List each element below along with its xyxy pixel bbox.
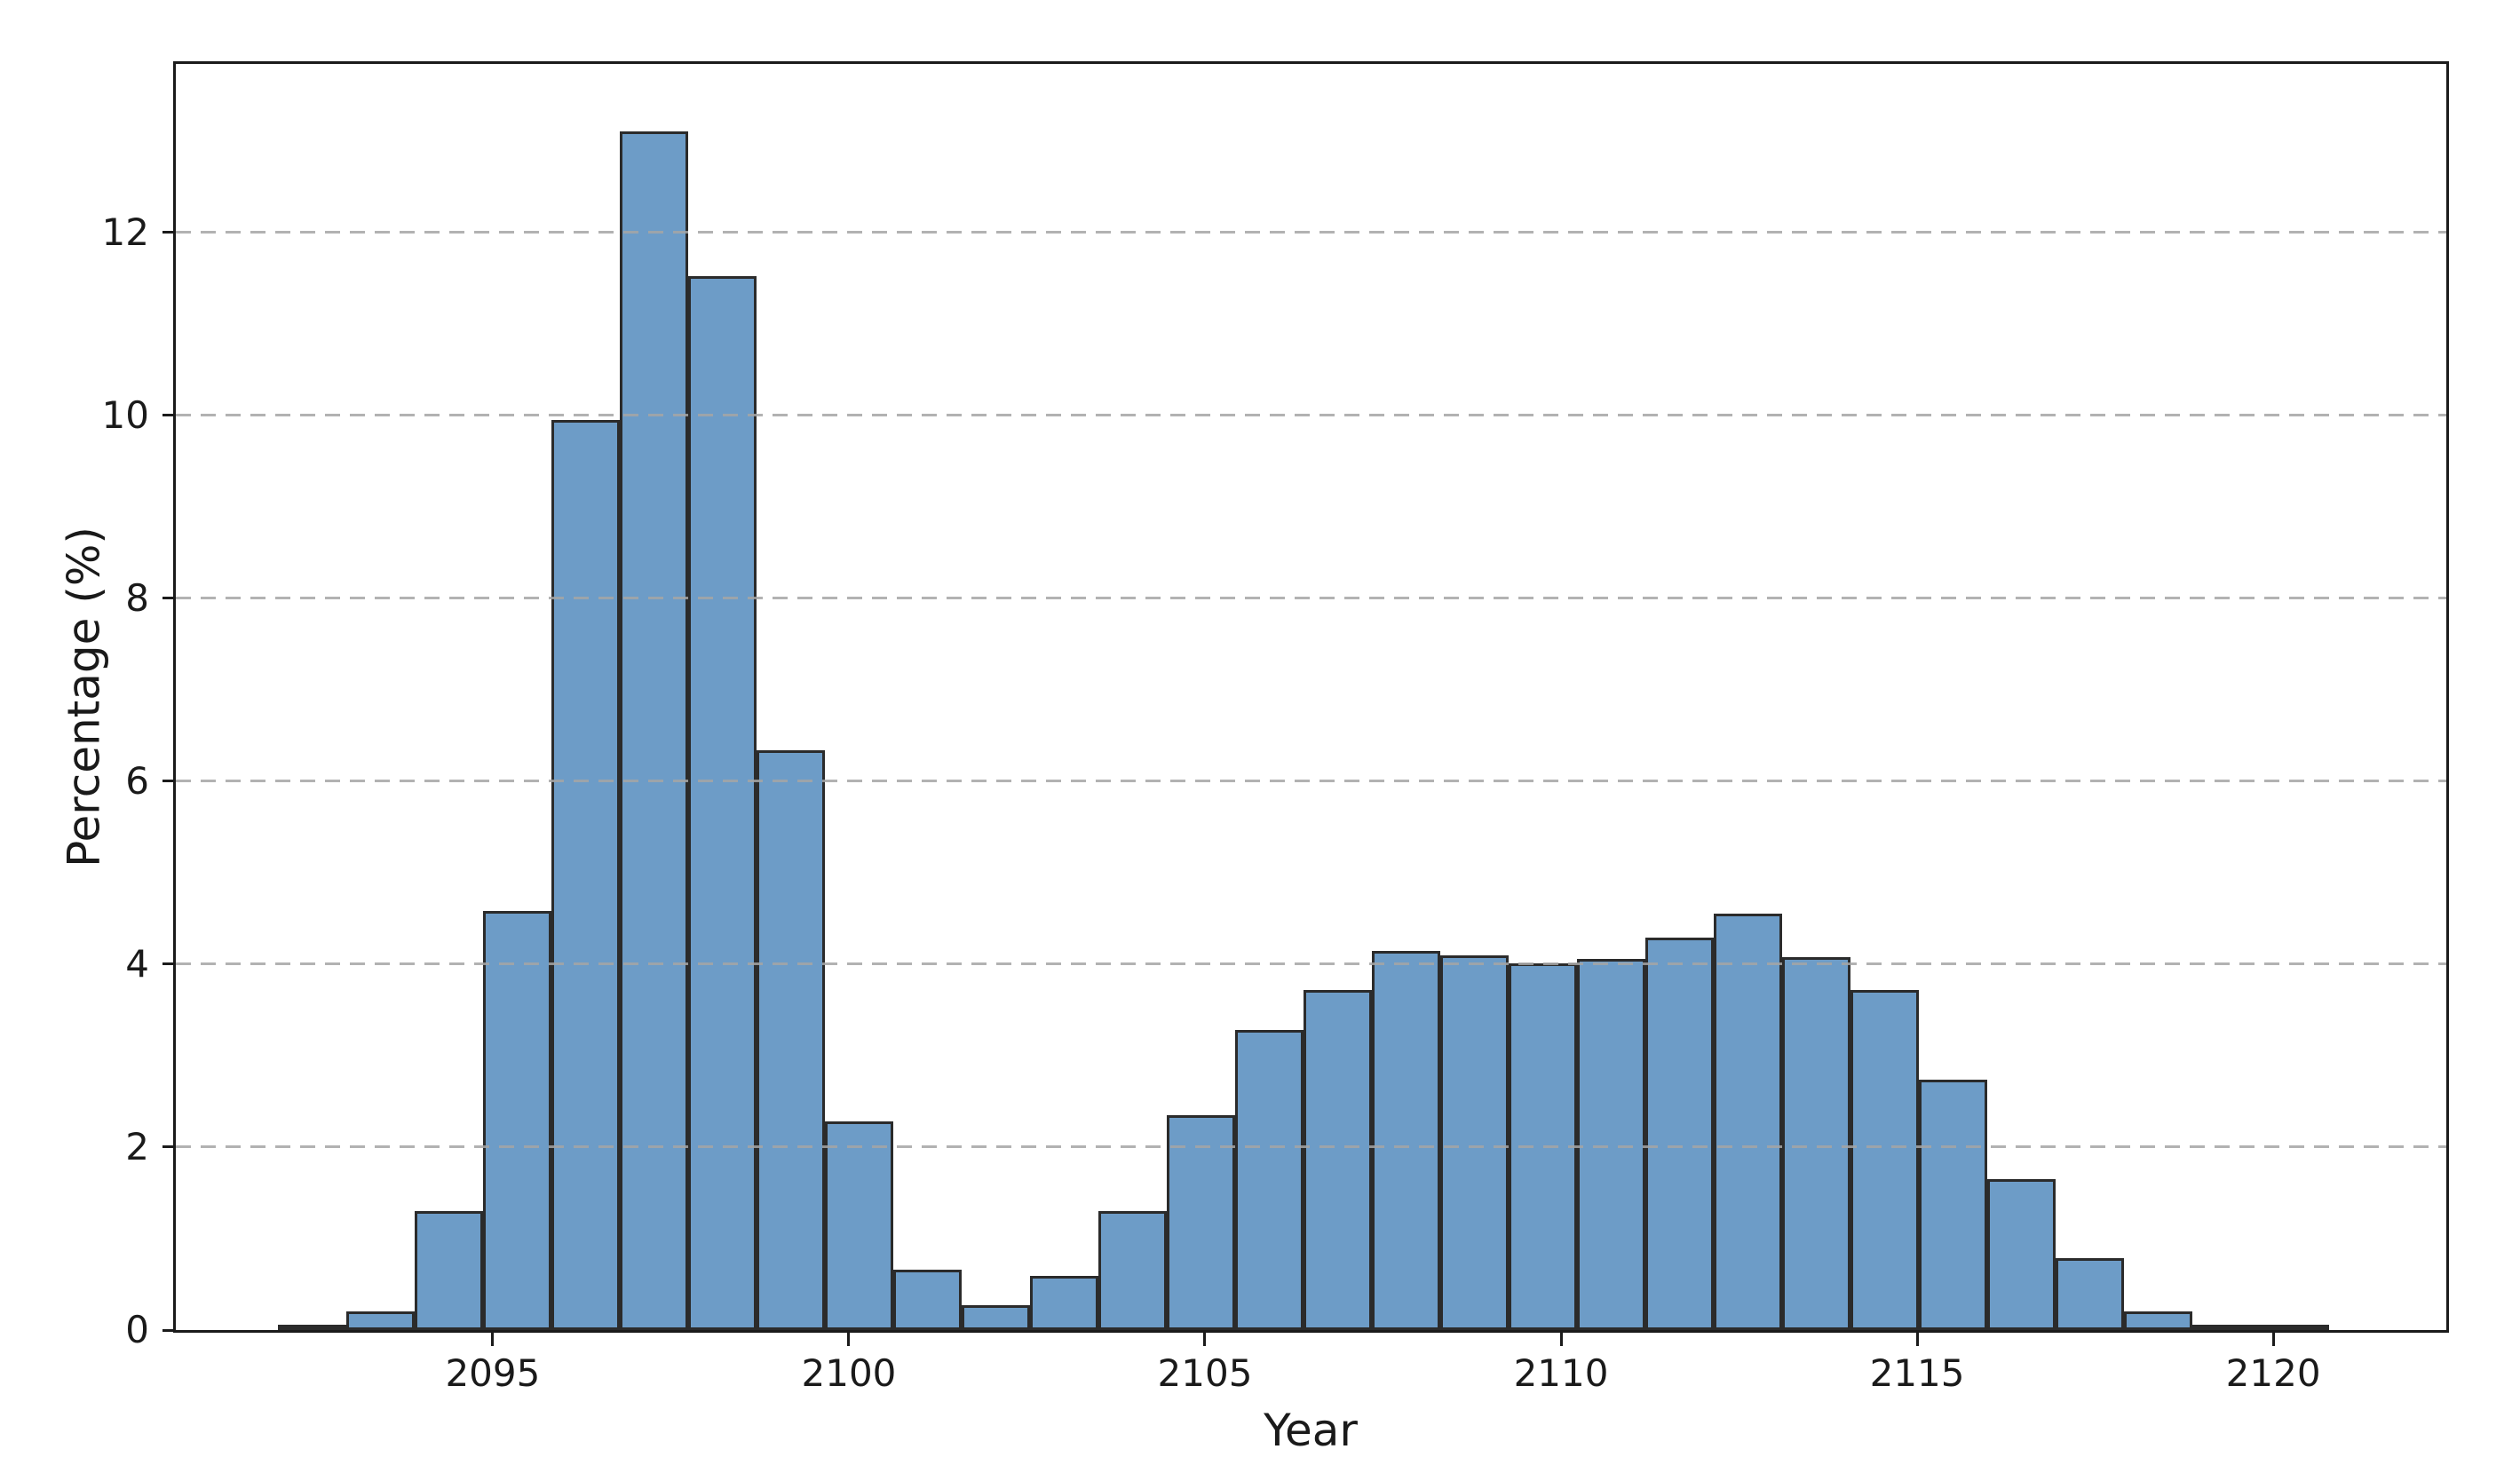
y-tick-mark bbox=[162, 962, 176, 966]
x-tick-label: 2105 bbox=[1157, 1351, 1253, 1395]
histogram-bar bbox=[619, 131, 688, 1330]
x-tick-mark bbox=[1203, 1333, 1207, 1346]
histogram-bar bbox=[2260, 1325, 2329, 1330]
y-tick-label: 12 bbox=[101, 210, 149, 254]
histogram-bar bbox=[345, 1311, 415, 1330]
x-tick-mark bbox=[1559, 1333, 1563, 1346]
y-tick-label: 6 bbox=[125, 758, 149, 803]
x-tick-label: 2095 bbox=[445, 1351, 541, 1395]
histogram-bar bbox=[1713, 914, 1782, 1330]
histogram-bar bbox=[482, 911, 551, 1330]
histogram-bar bbox=[2123, 1311, 2192, 1330]
histogram-bar bbox=[1029, 1276, 1098, 1330]
histogram-bar bbox=[1166, 1114, 1235, 1330]
histogram-bar bbox=[892, 1270, 962, 1330]
histogram-bar bbox=[1644, 937, 1714, 1330]
y-tick-label: 2 bbox=[125, 1124, 149, 1168]
histogram-bar bbox=[2191, 1324, 2261, 1330]
histogram-bar bbox=[2055, 1257, 2124, 1330]
x-tick-label: 2110 bbox=[1513, 1351, 1609, 1395]
histogram-bar bbox=[1508, 962, 1577, 1330]
x-tick-label: 2100 bbox=[801, 1351, 897, 1395]
y-tick-label: 8 bbox=[125, 575, 149, 620]
histogram-bar bbox=[756, 749, 825, 1330]
histogram-bar bbox=[1439, 954, 1509, 1330]
x-tick-label: 2120 bbox=[2225, 1351, 2321, 1395]
x-axis-label: Year bbox=[1264, 1405, 1358, 1456]
x-tick-mark bbox=[1915, 1333, 1919, 1346]
histogram-bar bbox=[414, 1211, 483, 1330]
histogram-bar bbox=[687, 276, 757, 1330]
x-tick-label: 2115 bbox=[1869, 1351, 1965, 1395]
bars-layer bbox=[176, 64, 2446, 1330]
histogram-bar bbox=[1986, 1179, 2056, 1330]
y-tick-label: 10 bbox=[101, 392, 149, 437]
histogram-bar bbox=[1303, 989, 1372, 1330]
histogram-bar bbox=[961, 1305, 1030, 1330]
histogram-bar bbox=[1850, 989, 1919, 1330]
histogram-bar bbox=[1576, 958, 1645, 1330]
x-tick-mark bbox=[2271, 1333, 2275, 1346]
histogram-bar bbox=[277, 1325, 346, 1330]
y-tick-mark bbox=[162, 1328, 176, 1332]
y-tick-mark bbox=[162, 414, 176, 417]
y-tick-mark bbox=[162, 1145, 176, 1149]
histogram-bar bbox=[824, 1121, 893, 1330]
x-tick-mark bbox=[491, 1333, 495, 1346]
histogram-bar bbox=[1371, 951, 1440, 1330]
y-tick-mark bbox=[162, 780, 176, 783]
histogram-bar bbox=[1234, 1030, 1304, 1330]
plot-area bbox=[176, 64, 2446, 1330]
histogram-bar bbox=[551, 419, 620, 1330]
histogram-bar bbox=[1918, 1079, 1987, 1330]
histogram-bar bbox=[1781, 956, 1850, 1330]
y-tick-label: 4 bbox=[125, 941, 149, 986]
y-tick-mark bbox=[162, 597, 176, 600]
y-axis-label: Percentage (%) bbox=[58, 527, 110, 867]
y-tick-mark bbox=[162, 231, 176, 234]
histogram-bar bbox=[1098, 1211, 1167, 1330]
x-tick-mark bbox=[847, 1333, 851, 1346]
y-tick-label: 0 bbox=[125, 1308, 149, 1351]
